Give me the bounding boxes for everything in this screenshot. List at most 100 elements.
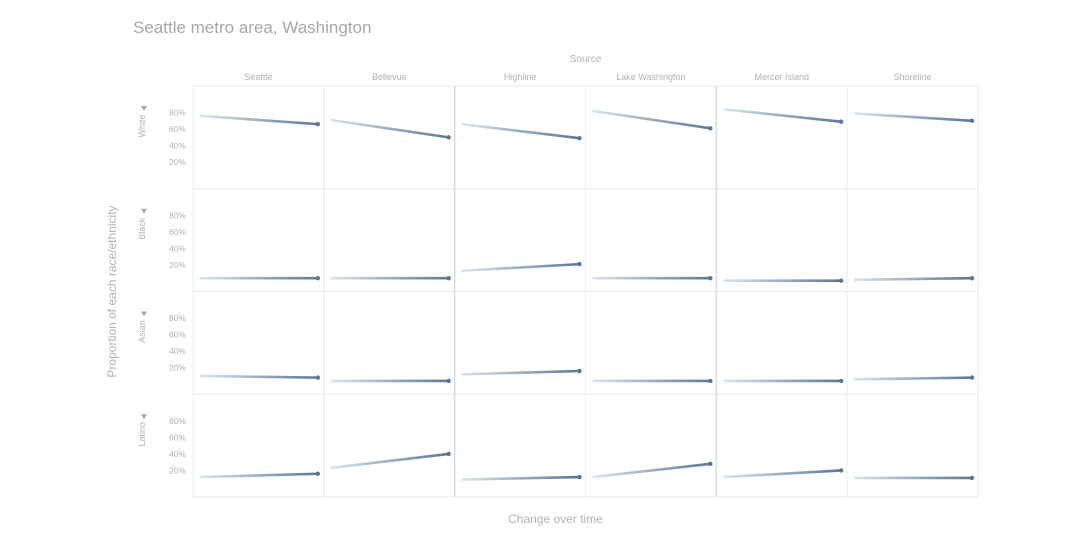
column-header: Mercer Island (754, 72, 809, 82)
y-tick-label: 80% (169, 210, 186, 220)
y-axis-label: Proportion of each race/ethnicity (105, 205, 119, 377)
series-line (330, 452, 449, 470)
panel-white-4 (715, 85, 848, 190)
row-label: White (137, 114, 147, 137)
series-end-point (315, 121, 321, 127)
panel-asian-4 (715, 291, 848, 395)
x-axis-label: Change over time (508, 512, 603, 526)
panel-latino-3 (585, 393, 717, 498)
y-tick-label: 40% (169, 449, 186, 459)
series-line (200, 276, 318, 280)
y-tick-label: 20% (169, 157, 186, 167)
series-line (854, 376, 972, 381)
column-header: Shoreline (894, 72, 932, 82)
panel-white-1 (323, 85, 456, 190)
panel-latino-5 (846, 393, 979, 498)
series-line (200, 472, 318, 479)
series-line (723, 279, 842, 282)
series-line (461, 475, 580, 481)
series-line (330, 276, 449, 280)
series-line (592, 379, 711, 383)
series-end-point (969, 475, 975, 481)
series-end-point (577, 368, 582, 374)
panel-asian-1 (323, 291, 456, 395)
row-marker-icon (141, 208, 147, 214)
y-tick-label: 40% (169, 243, 186, 253)
series-line (330, 379, 449, 383)
panel-black-5 (846, 188, 979, 292)
series-end-point (315, 375, 321, 380)
series-end-point (315, 471, 321, 476)
series-end-point (577, 136, 582, 141)
column-header: Bellevue (372, 72, 407, 82)
series-end-point (446, 275, 451, 281)
series-line (723, 107, 842, 123)
y-tick-label: 20% (169, 465, 186, 475)
series-end-point (838, 468, 844, 473)
panel-black-0 (192, 188, 325, 292)
series-end-point (577, 474, 582, 480)
series-end-point (708, 378, 713, 384)
series-end-point (446, 451, 451, 457)
y-tick-label: 80% (169, 313, 186, 323)
row-marker-icon (141, 311, 147, 317)
series-line (461, 122, 580, 140)
series-end-point (446, 135, 451, 140)
y-tick-label: 40% (169, 346, 186, 356)
series-line (592, 109, 711, 130)
row-label: Asian (137, 320, 147, 343)
y-tick-label: 20% (169, 363, 186, 373)
series-end-point (315, 275, 321, 281)
row-marker-icon (141, 414, 147, 420)
series-end-point (708, 126, 713, 131)
series-line (854, 476, 972, 480)
column-header: Highline (504, 72, 537, 82)
series-line (461, 369, 580, 376)
chart-title: Seattle metro area, Washington (133, 18, 372, 37)
y-tick-label: 60% (169, 432, 186, 442)
series-line (592, 276, 711, 280)
panel-black-1 (323, 188, 456, 292)
series-end-point (838, 278, 844, 283)
panel-white-5 (846, 85, 979, 190)
panel-black-3 (585, 188, 717, 292)
series-line (330, 118, 449, 139)
column-header: Seattle (244, 72, 272, 82)
series-line (461, 262, 580, 273)
panel-white-0 (192, 85, 325, 190)
panel-white-3 (585, 85, 717, 190)
series-end-point (838, 119, 844, 124)
panel-asian-0 (192, 291, 325, 395)
series-end-point (708, 275, 713, 281)
y-tick-label: 20% (169, 260, 186, 270)
series-end-point (446, 378, 451, 384)
series-line (854, 112, 972, 123)
panel-latino-1 (323, 393, 456, 498)
row-marker-icon (141, 106, 147, 111)
panel-asian-3 (585, 291, 717, 395)
row-label: Black (137, 217, 147, 240)
series-end-point (969, 118, 975, 124)
y-tick-label: 60% (169, 330, 186, 340)
panel-latino-2 (454, 393, 586, 498)
panel-asian-2 (454, 291, 586, 395)
row-label: Latino (137, 422, 147, 447)
series-end-point (969, 275, 975, 281)
panel-latino-0 (192, 393, 325, 498)
series-end-point (708, 461, 713, 467)
y-tick-label: 60% (169, 124, 186, 134)
series-end-point (577, 261, 582, 267)
y-tick-label: 80% (169, 416, 186, 426)
series-line (200, 374, 318, 379)
y-tick-label: 40% (169, 141, 186, 151)
panel-black-4 (715, 188, 848, 292)
panel-latino-4 (715, 393, 848, 498)
facet-column-title: Source (570, 54, 602, 65)
series-line (854, 276, 972, 282)
series-line (592, 462, 711, 479)
series-end-point (838, 378, 844, 384)
y-tick-label: 60% (169, 227, 186, 237)
panel-black-2 (454, 188, 586, 292)
series-line (200, 114, 318, 126)
